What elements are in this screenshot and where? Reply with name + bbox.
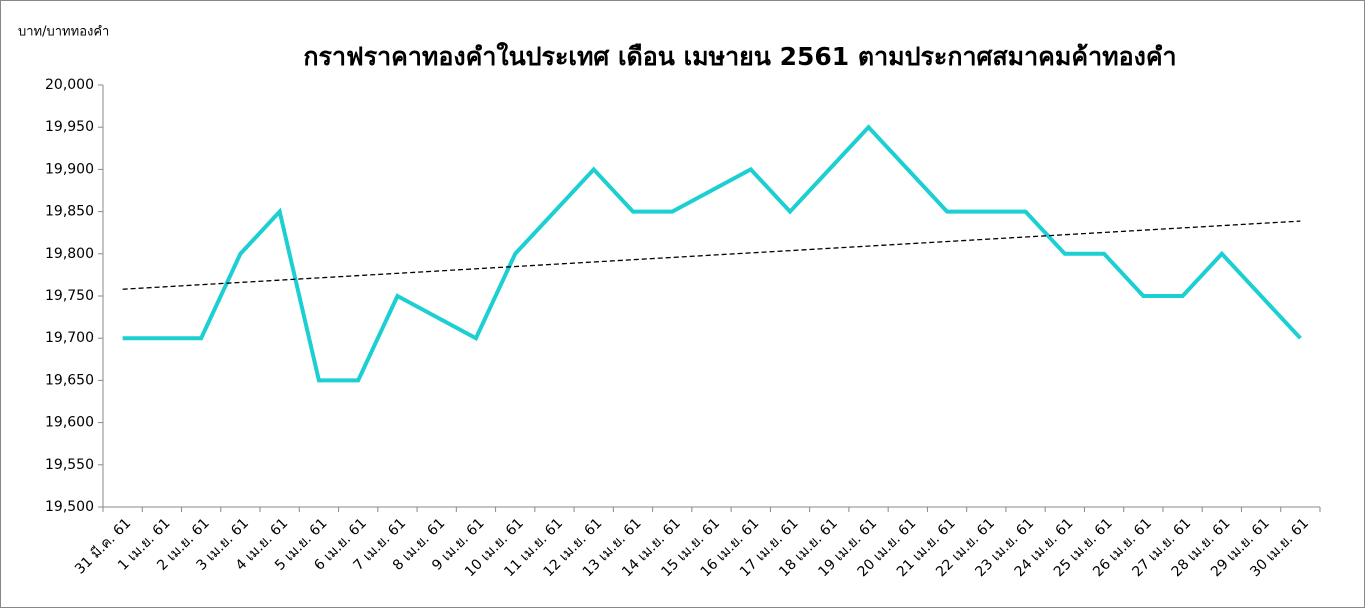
y-tick-label: 19,750	[45, 288, 94, 304]
y-tick-label: 19,800	[45, 246, 94, 262]
y-tick-label: 19,700	[45, 330, 94, 346]
y-axis-label: บาท/บาททองคำ	[18, 25, 109, 40]
y-tick-label: 19,850	[45, 204, 94, 220]
y-tick-label: 19,900	[45, 161, 94, 177]
trend-line	[122, 220, 1301, 290]
price-line	[122, 124, 1302, 383]
y-tick-label: 19,550	[45, 457, 94, 473]
chart-title: กราฟราคาทองคำในประเทศ เดือน เมษายน 2561 …	[303, 41, 1176, 71]
y-tick-label: 19,950	[45, 119, 94, 135]
y-tick-label: 20,000	[45, 77, 94, 93]
y-tick-label: 19,600	[45, 415, 94, 431]
y-tick-label: 19,500	[45, 499, 94, 515]
y-tick-label: 19,650	[45, 372, 94, 388]
